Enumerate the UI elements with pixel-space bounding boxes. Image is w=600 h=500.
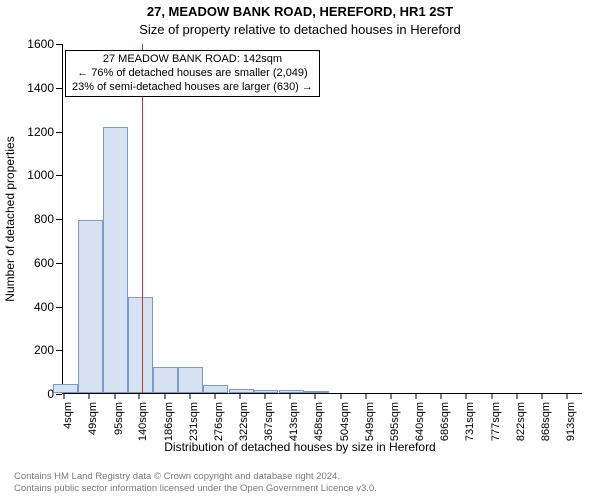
x-tick-mark [491,393,492,399]
histogram-bar [78,220,103,393]
x-tick-label: 4sqm [62,402,74,429]
chart-subtitle: Size of property relative to detached ho… [0,22,600,37]
y-tick-label: 200 [34,343,54,357]
x-tick-label: 777sqm [490,402,502,441]
y-tick-label: 1000 [27,168,54,182]
histogram-bar [53,384,78,393]
x-tick-label: 595sqm [389,402,401,441]
annotation-line-1: 27 MEADOW BANK ROAD: 142sqm [72,53,313,67]
x-tick-mark [441,393,442,399]
x-tick-label: 276sqm [213,402,225,441]
histogram-bar [153,367,178,393]
x-tick-mark [214,393,215,399]
y-tick-label: 600 [34,256,54,270]
x-tick-label: 504sqm [339,402,351,441]
x-tick-mark [189,393,190,399]
x-tick-label: 140sqm [137,402,149,441]
chart-title: 27, MEADOW BANK ROAD, HEREFORD, HR1 2ST [0,4,600,19]
x-tick-label: 868sqm [540,402,552,441]
x-tick-mark [114,393,115,399]
x-tick-label: 913sqm [565,402,577,441]
footer-attribution: Contains HM Land Registry data © Crown c… [14,471,377,494]
y-tick-label: 1200 [27,125,54,139]
x-axis-label: Distribution of detached houses by size … [0,440,600,454]
footer-line-1: Contains HM Land Registry data © Crown c… [14,471,377,482]
x-tick-mark [290,393,291,399]
x-tick-label: 413sqm [288,402,300,441]
x-tick-mark [240,393,241,399]
y-tick-label: 1400 [27,81,54,95]
x-tick-label: 731sqm [464,402,476,441]
histogram-bar [304,391,329,393]
x-tick-mark [516,393,517,399]
x-tick-mark [315,393,316,399]
histogram-bar [103,127,128,393]
y-axis-ticks: 02004006008001000120014001600 [0,44,62,394]
histogram-bar [279,390,304,393]
histogram-bar [229,389,254,393]
x-tick-mark [567,393,568,399]
x-tick-label: 367sqm [263,402,275,441]
x-tick-mark [64,393,65,399]
x-tick-mark [466,393,467,399]
x-tick-label: 186sqm [163,402,175,441]
x-tick-mark [164,393,165,399]
histogram-bar [203,385,228,393]
x-tick-label: 549sqm [364,402,376,441]
y-tick-label: 1600 [27,37,54,51]
x-tick-label: 231sqm [188,402,200,441]
x-tick-mark [340,393,341,399]
x-tick-mark [265,393,266,399]
x-tick-label: 686sqm [439,402,451,441]
chart-container: 27, MEADOW BANK ROAD, HEREFORD, HR1 2ST … [0,0,600,500]
x-tick-label: 640sqm [414,402,426,441]
x-tick-mark [416,393,417,399]
annotation-line-3: 23% of semi-detached houses are larger (… [72,81,313,95]
x-axis-ticks: 4sqm 49sqm 95sqm 140sqm 186sqm 231sqm 276sqm 32… [62,394,582,444]
y-tick-label: 400 [34,300,54,314]
x-tick-mark [391,393,392,399]
x-tick-label: 95sqm [113,402,125,435]
y-tick-label: 800 [34,212,54,226]
histogram-bar [178,367,203,393]
plot-area: 27 MEADOW BANK ROAD: 142sqm ← 76% of det… [62,44,582,394]
x-tick-mark [542,393,543,399]
x-tick-mark [365,393,366,399]
histogram-bar [128,297,153,393]
annotation-line-2: ← 76% of detached houses are smaller (2,… [72,67,313,81]
footer-line-2: Contains public sector information licen… [14,483,377,494]
x-tick-label: 458sqm [313,402,325,441]
histogram-bar [254,390,279,393]
x-tick-label: 49sqm [87,402,99,435]
x-tick-mark [89,393,90,399]
x-tick-label: 822sqm [515,402,527,441]
x-tick-label: 322sqm [238,402,250,441]
x-tick-mark [139,393,140,399]
annotation-box: 27 MEADOW BANK ROAD: 142sqm ← 76% of det… [65,50,320,97]
